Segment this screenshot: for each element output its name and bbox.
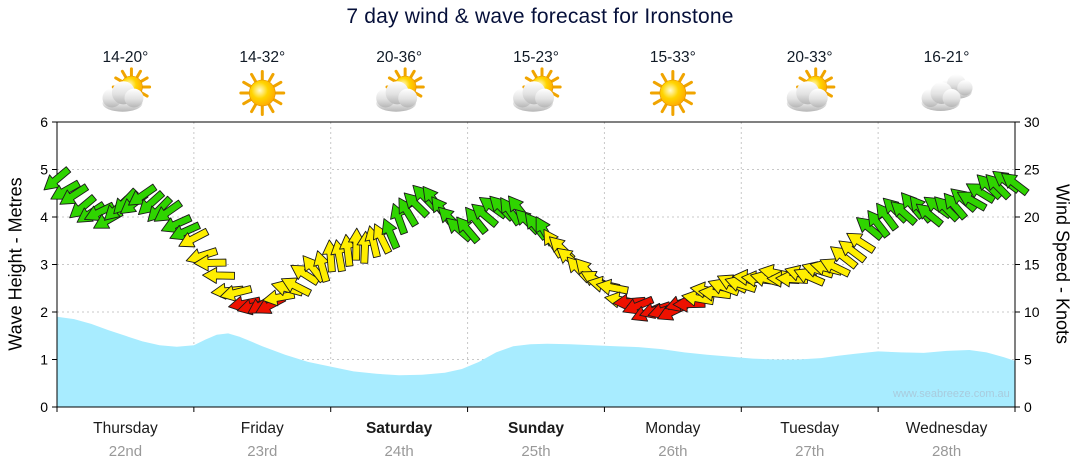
wind-arrow (84, 201, 116, 221)
wind-arrow (838, 240, 868, 264)
cloud-icon (786, 81, 828, 112)
day-label: Friday (241, 420, 284, 437)
wind-arrow (202, 266, 236, 284)
weather-icon-sun-cloud (376, 67, 425, 112)
date-label: 22nd (109, 443, 142, 460)
wind-arrow (956, 191, 988, 212)
date-label: 23rd (247, 443, 277, 460)
day-label: Saturday (366, 420, 433, 437)
temp-range-label: 16-21° (924, 49, 970, 66)
wind-arrow (219, 285, 253, 302)
weather-icon-sun-cloud (102, 67, 152, 112)
sun-icon (239, 70, 286, 116)
wind-arrow (178, 227, 210, 248)
wind-arrow (915, 203, 944, 228)
left-axis-tick-label: 5 (40, 162, 48, 178)
wind-arrow (403, 192, 430, 219)
chart-title: 7 day wind & wave forecast for Ironstone (346, 5, 734, 28)
wind-arrow (43, 166, 72, 191)
wind-arrow (398, 197, 419, 228)
right-axis-tick-label: 0 (1024, 399, 1032, 415)
date-label: 27th (795, 443, 824, 460)
left-axis-tick-label: 0 (40, 399, 48, 415)
weather-icon-cloud (921, 74, 973, 111)
cloud-icon (376, 81, 418, 112)
cloud-icon (102, 81, 144, 112)
day-label: Monday (645, 420, 700, 437)
right-axis-tick-label: 10 (1024, 304, 1040, 320)
day-label: Tuesday (780, 420, 839, 437)
wind-arrow (160, 214, 193, 233)
wind-arrow (128, 183, 158, 206)
date-label: 24th (385, 443, 414, 460)
left-axis-tick-label: 4 (40, 209, 48, 225)
wind-arrow (890, 201, 918, 226)
left-axis-tick-label: 6 (40, 114, 48, 130)
wind-arrow (985, 174, 1012, 201)
temp-range-label: 14-20° (103, 49, 149, 66)
wind-arrow (1001, 172, 1030, 197)
weather-icon-sun (239, 70, 286, 116)
weather-icon-sun-cloud (513, 67, 562, 112)
wind-arrow (595, 278, 629, 296)
weather-icon-sun (649, 70, 696, 116)
wind-arrow (830, 246, 859, 270)
right-axis-tick-label: 15 (1024, 257, 1040, 273)
wave-height-area (57, 316, 1015, 407)
cloud-icon (921, 82, 961, 111)
weather-icon-sun-cloud (786, 67, 836, 112)
wind-arrow (348, 227, 365, 261)
wind-arrow (819, 258, 851, 278)
date-label: 25th (521, 443, 550, 460)
wind-arrow (193, 254, 227, 272)
wind-arrow (373, 223, 393, 255)
temp-range-label: 14-32° (239, 49, 285, 66)
sun-icon (649, 70, 696, 116)
wind-arrow (876, 202, 899, 232)
temp-range-label: 15-23° (513, 49, 559, 66)
wind-arrow (465, 206, 489, 235)
left-axis-tick-label: 1 (40, 352, 48, 368)
right-axis-tick-label: 20 (1024, 209, 1040, 225)
right-axis-tick-label: 5 (1024, 352, 1032, 368)
wind-arrow (313, 250, 331, 283)
right-axis-tick-label: 30 (1024, 114, 1040, 130)
wind-arrow (456, 216, 481, 245)
left-axis-tick-label: 2 (40, 304, 48, 320)
wind-arrow (169, 221, 201, 241)
left-axis-tick-label: 3 (40, 257, 48, 273)
wind-arrow (965, 183, 996, 204)
wind-arrow (793, 267, 826, 287)
day-label: Sunday (508, 420, 564, 437)
day-label: Thursday (93, 420, 158, 437)
wind-arrow (943, 192, 968, 221)
right-axis-tick-label: 25 (1024, 162, 1040, 178)
wind-arrow (381, 218, 401, 250)
cloud-icon (513, 81, 554, 112)
wind-arrow (622, 295, 655, 315)
wind-arrow (280, 277, 312, 297)
wind-arrow (59, 183, 90, 205)
wind-arrow-series (43, 166, 1030, 322)
wind-arrow (846, 232, 876, 254)
wind-arrow (867, 210, 891, 239)
wind-arrow (153, 199, 183, 222)
day-label: Wednesday (906, 420, 988, 437)
date-label: 26th (658, 443, 687, 460)
temp-range-label: 20-33° (787, 49, 833, 66)
date-label: 28th (932, 443, 961, 460)
temp-range-label: 20-36° (376, 49, 422, 66)
temp-range-label: 15-33° (650, 49, 696, 66)
wind-arrow (471, 203, 499, 228)
watermark: www.seabreeze.com.au (893, 388, 1010, 400)
